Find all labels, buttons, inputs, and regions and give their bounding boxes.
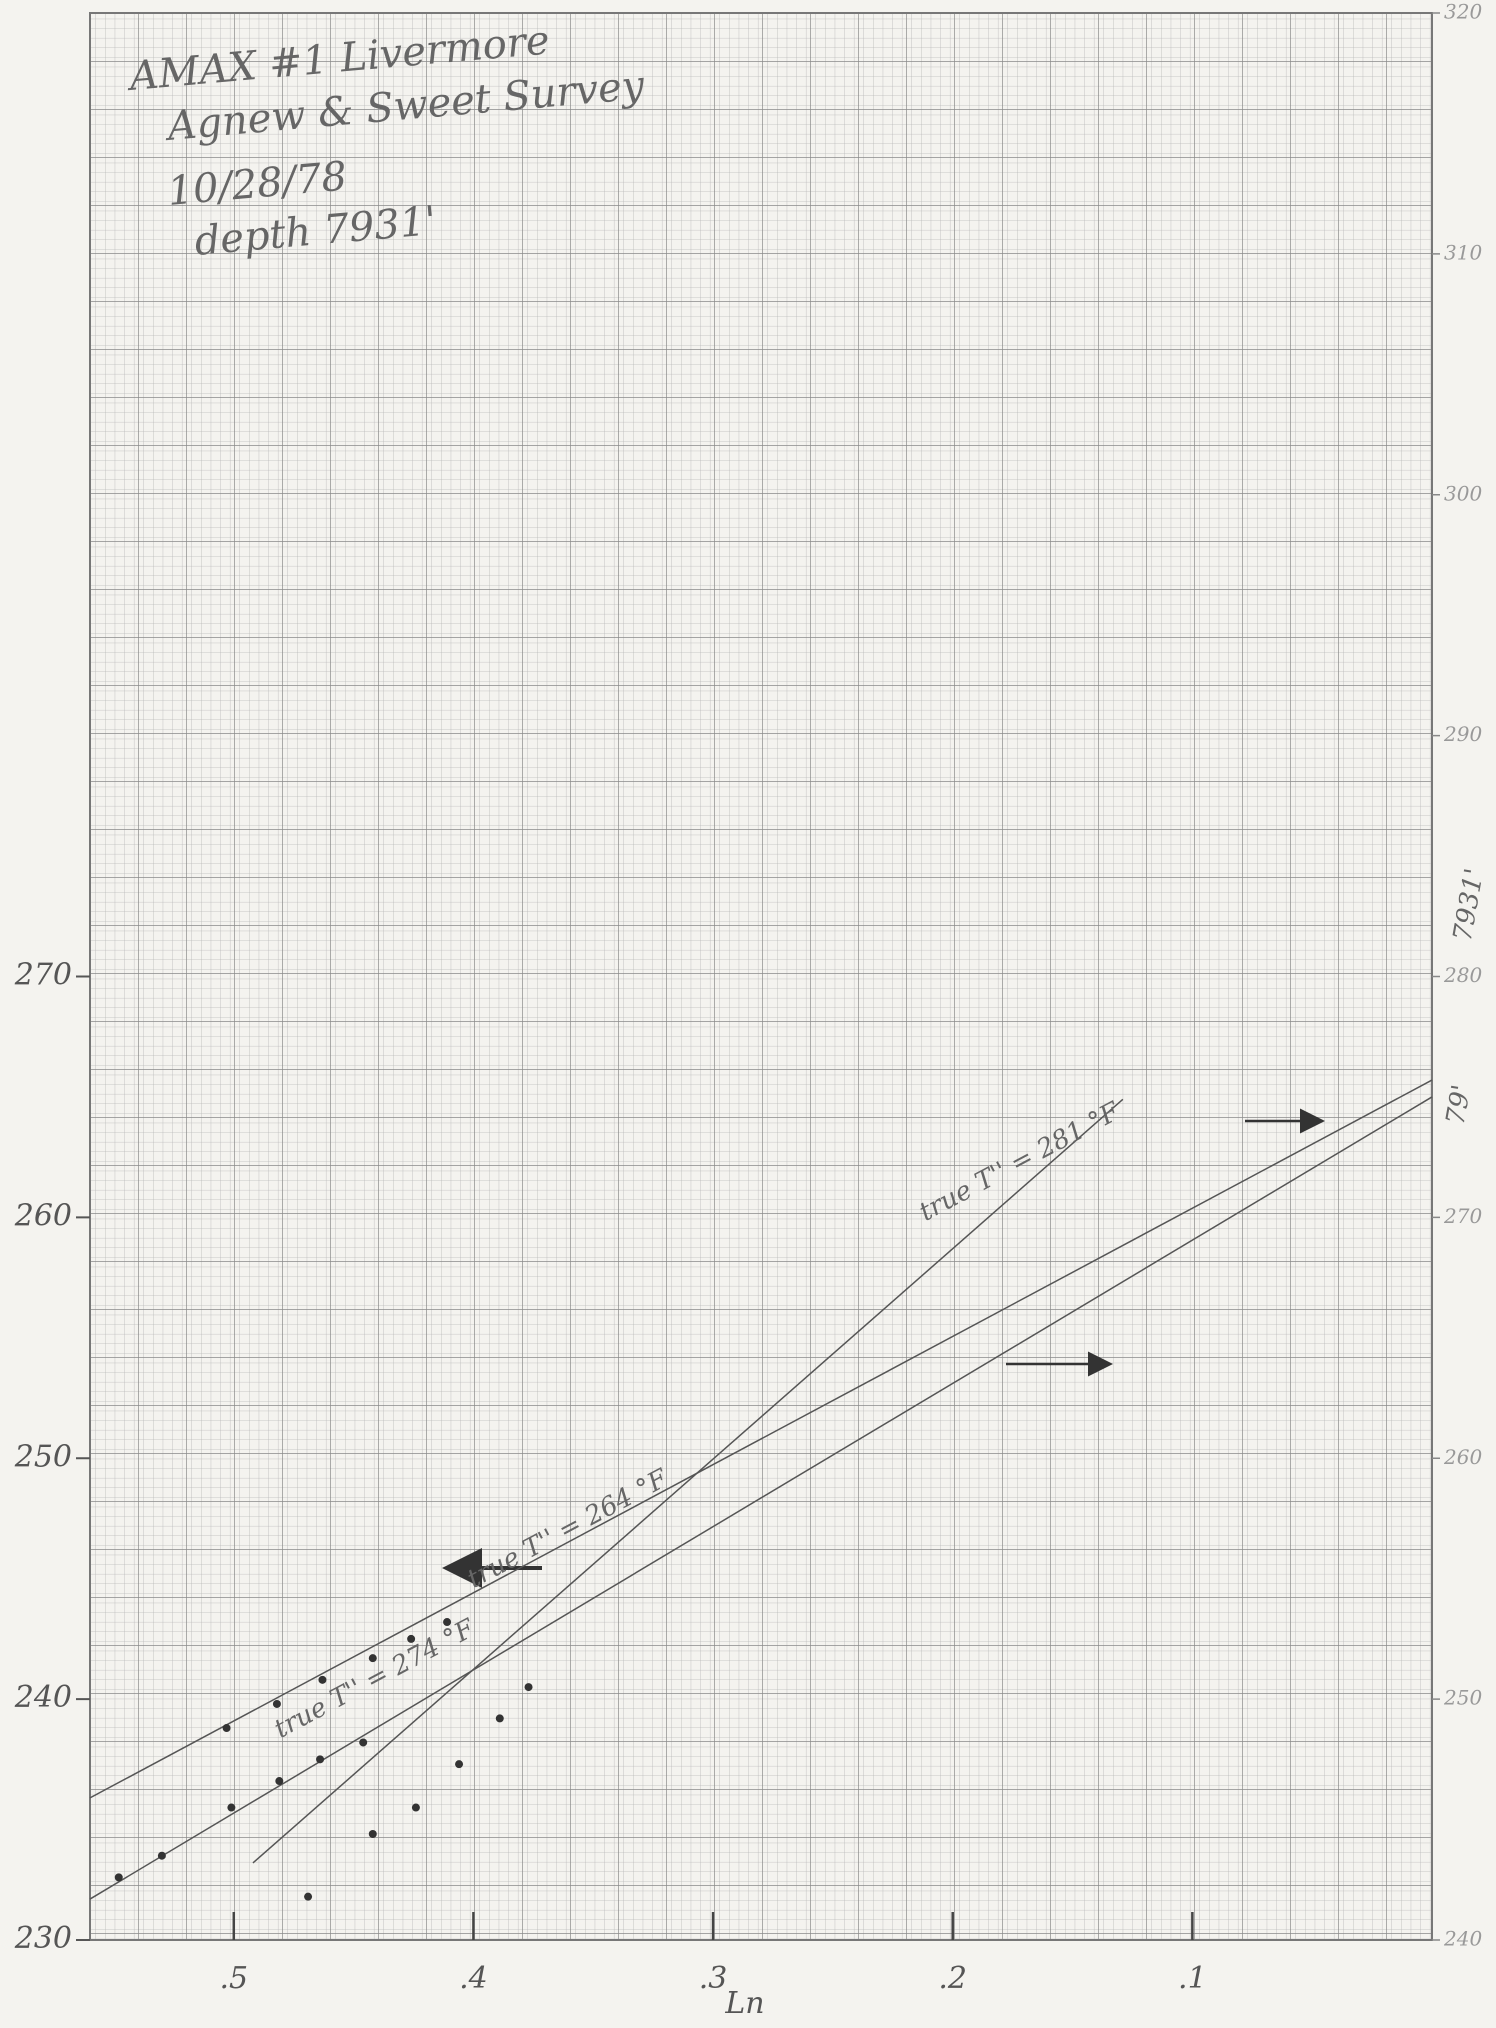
fit-line xyxy=(252,1098,1124,1864)
data-point xyxy=(411,1803,420,1812)
data-point xyxy=(304,1892,313,1901)
y-tick-label: 230 xyxy=(14,1921,72,1956)
fit-line xyxy=(89,1096,1433,1900)
data-point xyxy=(368,1830,377,1839)
y-tick-label: 250 xyxy=(14,1439,72,1474)
data-point xyxy=(114,1873,123,1882)
y-tick-label: 260 xyxy=(14,1198,72,1233)
y2-tick-label: 250 xyxy=(1443,1686,1482,1710)
data-point xyxy=(407,1634,416,1643)
x-tick-label: .4 xyxy=(459,1961,488,1996)
annotation: 79' xyxy=(1441,1082,1478,1127)
x-tick-label: .5 xyxy=(219,1961,248,1996)
y2-tick-label: 270 xyxy=(1443,1204,1482,1228)
y2-tick-label: 300 xyxy=(1444,481,1482,505)
y2-tick-label: 320 xyxy=(1444,0,1482,24)
data-point xyxy=(443,1618,452,1627)
y2-tick-label: 280 xyxy=(1443,963,1482,987)
data-point xyxy=(359,1738,368,1747)
x-tick-label: .2 xyxy=(938,1961,967,1996)
y-tick-label: 240 xyxy=(14,1680,72,1715)
data-point xyxy=(227,1803,236,1812)
data-point xyxy=(222,1724,231,1733)
y2-tick-label: 310 xyxy=(1444,240,1482,264)
y2-tick-label: 290 xyxy=(1443,722,1482,746)
y-tick-label: 270 xyxy=(14,958,72,993)
data-point xyxy=(318,1675,327,1684)
x-tick-label: .1 xyxy=(1178,1961,1207,1996)
data-point xyxy=(272,1699,281,1708)
data-point xyxy=(275,1777,284,1786)
data-point xyxy=(157,1851,166,1860)
annotation: 7931' xyxy=(1448,866,1490,943)
x-axis-label: Ln xyxy=(724,1986,764,2021)
y2-tick-label: 240 xyxy=(1443,1927,1482,1951)
y2-tick-label: 260 xyxy=(1443,1445,1482,1469)
graph-paper xyxy=(89,12,1433,1941)
data-point xyxy=(316,1755,325,1764)
data-point xyxy=(455,1760,464,1769)
arrows xyxy=(442,1108,1325,1588)
data-point xyxy=(524,1683,533,1692)
data-point xyxy=(368,1654,377,1663)
data-point xyxy=(495,1714,504,1723)
fit-line xyxy=(89,1079,1433,1799)
x-tick-label: .3 xyxy=(699,1961,728,1996)
